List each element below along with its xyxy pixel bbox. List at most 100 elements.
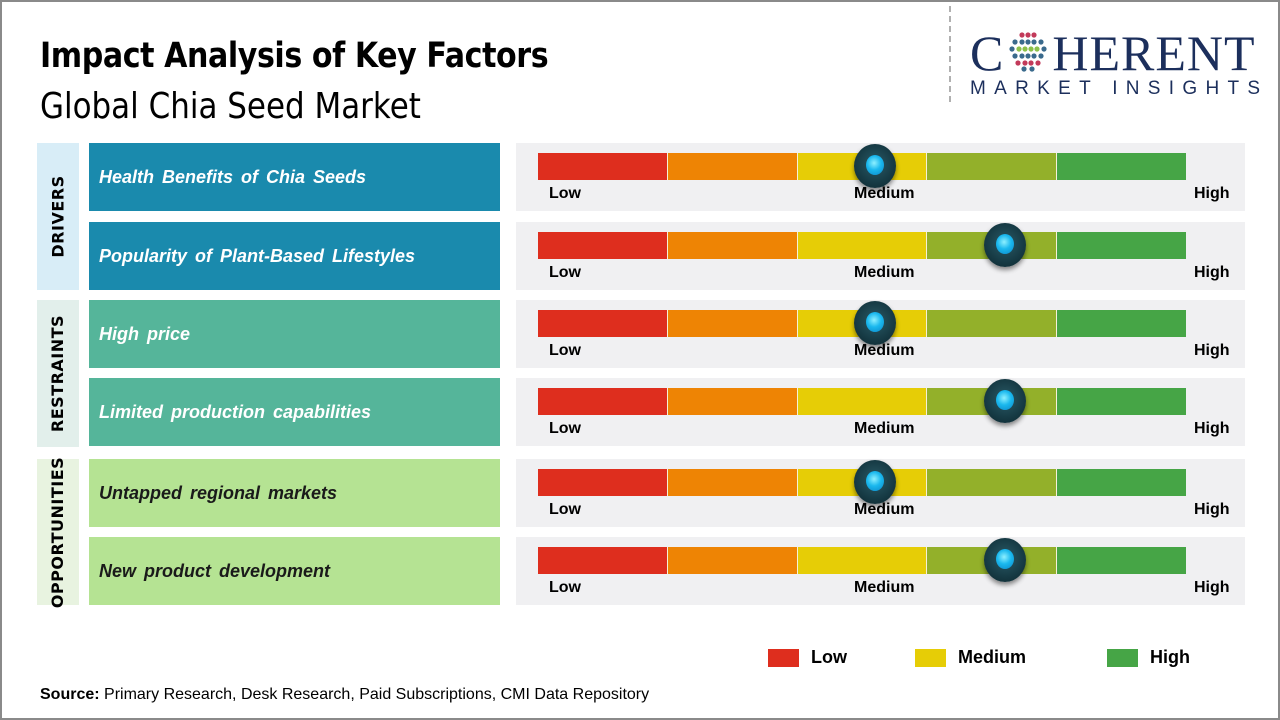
impact-scale-bar bbox=[538, 153, 1186, 180]
legend-item-low: Low bbox=[768, 647, 847, 668]
source-label: Source: bbox=[40, 686, 100, 703]
logo-dot bbox=[1012, 53, 1018, 59]
scale-label-low: Low bbox=[549, 501, 581, 518]
scale-segment bbox=[1057, 469, 1186, 496]
impact-scale-bar bbox=[538, 547, 1186, 574]
impact-indicator-knob bbox=[983, 223, 1026, 267]
factor-label: Health Benefits of Chia Seeds bbox=[89, 143, 500, 211]
category-drivers: DRIVERS bbox=[37, 143, 79, 290]
impact-indicator-knob bbox=[853, 460, 896, 504]
category-label: RESTRAINTS bbox=[48, 314, 68, 433]
scale-label-high: High bbox=[1194, 420, 1230, 437]
logo-dot bbox=[1035, 60, 1041, 66]
logo-dot bbox=[1038, 53, 1044, 59]
impact-indicator-knob bbox=[983, 379, 1026, 423]
impact-gauge: Low Medium High bbox=[516, 537, 1245, 605]
scale-segment bbox=[538, 388, 668, 415]
company-logo: C HERENT MARKET INSIGHTS bbox=[970, 28, 1270, 108]
scale-segment bbox=[927, 469, 1058, 496]
scale-label-medium: Medium bbox=[854, 579, 915, 596]
logo-dot bbox=[1028, 60, 1034, 66]
scale-segment bbox=[667, 153, 798, 180]
scale-label-low: Low bbox=[549, 185, 581, 202]
legend-swatch-medium bbox=[915, 648, 946, 667]
legend-swatch-high bbox=[1107, 648, 1138, 667]
legend-label: High bbox=[1150, 647, 1190, 667]
scale-segment bbox=[1057, 153, 1186, 180]
logo-letter-c: C bbox=[970, 25, 1005, 81]
impact-gauge: Low Medium High bbox=[516, 459, 1245, 527]
scale-label-medium: Medium bbox=[854, 185, 915, 202]
scale-segment bbox=[667, 469, 798, 496]
category-label: DRIVERS bbox=[48, 175, 68, 258]
logo-dot bbox=[1031, 32, 1037, 38]
page-subtitle: Global Chia Seed Market bbox=[40, 86, 421, 127]
logo-dot bbox=[1025, 53, 1031, 59]
logo-dot bbox=[1034, 46, 1040, 52]
category-opportunities: OPPORTUNITIES bbox=[37, 456, 79, 608]
source-note: Source: Primary Research, Desk Research,… bbox=[40, 686, 649, 704]
scale-segment bbox=[927, 153, 1058, 180]
scale-label-low: Low bbox=[549, 342, 581, 359]
scale-label-low: Low bbox=[549, 420, 581, 437]
scale-label-low: Low bbox=[549, 264, 581, 281]
logo-letters: HERENT bbox=[1052, 25, 1256, 81]
impact-scale-bar bbox=[538, 232, 1186, 259]
impact-scale-bar bbox=[538, 469, 1186, 496]
scale-segment bbox=[1057, 388, 1186, 415]
logo-dot bbox=[1019, 39, 1025, 45]
scale-segment bbox=[667, 547, 798, 574]
logo-dot bbox=[1021, 66, 1027, 72]
logo-dot bbox=[1038, 39, 1044, 45]
scale-label-high: High bbox=[1194, 185, 1230, 202]
scale-segment bbox=[1057, 232, 1186, 259]
logo-dot bbox=[1022, 46, 1028, 52]
scale-label-high: High bbox=[1194, 264, 1230, 281]
logo-divider bbox=[949, 6, 951, 102]
logo-dot bbox=[1019, 32, 1025, 38]
impact-scale-bar bbox=[538, 388, 1186, 415]
logo-dot bbox=[1019, 53, 1025, 59]
legend-item-medium: Medium bbox=[915, 647, 1026, 668]
scale-segment bbox=[667, 232, 798, 259]
logo-dot bbox=[1041, 46, 1047, 52]
scale-label-low: Low bbox=[549, 579, 581, 596]
logo-dot bbox=[1029, 66, 1035, 72]
scale-segment bbox=[538, 153, 668, 180]
logo-dot bbox=[1009, 46, 1015, 52]
scale-segment bbox=[1057, 310, 1186, 337]
impact-indicator-knob bbox=[853, 144, 896, 188]
source-text: Primary Research, Desk Research, Paid Su… bbox=[99, 686, 650, 703]
impact-indicator-knob bbox=[853, 301, 896, 345]
logo-dot bbox=[1015, 60, 1021, 66]
logo-wordmark: C HERENT bbox=[970, 28, 1256, 78]
factor-label: High price bbox=[89, 300, 500, 368]
impact-gauge: Low Medium High bbox=[516, 143, 1245, 211]
impact-gauge: Low Medium High bbox=[516, 378, 1245, 446]
logo-dot bbox=[1031, 53, 1037, 59]
factor-label: Untapped regional markets bbox=[89, 459, 500, 527]
logo-dot bbox=[1012, 39, 1018, 45]
scale-label-medium: Medium bbox=[854, 501, 915, 518]
logo-dot bbox=[1016, 46, 1022, 52]
legend-item-high: High bbox=[1107, 647, 1190, 668]
scale-label-high: High bbox=[1194, 579, 1230, 596]
scale-segment bbox=[538, 469, 668, 496]
logo-dot bbox=[1022, 60, 1028, 66]
scale-segment bbox=[1057, 547, 1186, 574]
factor-label: Popularity of Plant-Based Lifestyles bbox=[89, 222, 500, 290]
category-restraints: RESTRAINTS bbox=[37, 300, 79, 447]
scale-segment bbox=[667, 310, 798, 337]
page-title: Impact Analysis of Key Factors bbox=[40, 36, 549, 76]
scale-segment bbox=[538, 310, 668, 337]
scale-segment bbox=[667, 388, 798, 415]
scale-segment bbox=[797, 388, 928, 415]
logo-dot bbox=[1025, 39, 1031, 45]
scale-segment bbox=[927, 310, 1058, 337]
impact-gauge: Low Medium High bbox=[516, 222, 1245, 290]
logo-dot bbox=[1028, 46, 1034, 52]
legend-label: Medium bbox=[958, 647, 1027, 667]
logo-dot bbox=[1025, 32, 1031, 38]
legend-label: Low bbox=[811, 647, 847, 667]
